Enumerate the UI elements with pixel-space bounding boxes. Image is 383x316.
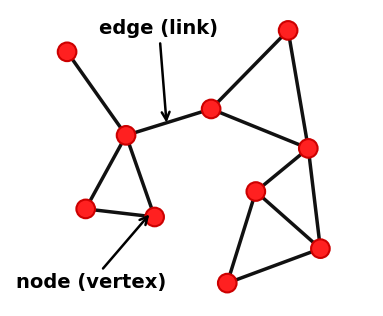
Text: node (vertex): node (vertex) (16, 216, 166, 292)
Circle shape (145, 208, 164, 226)
Circle shape (299, 139, 318, 158)
Circle shape (58, 43, 76, 61)
Circle shape (218, 274, 237, 292)
Circle shape (279, 21, 298, 40)
Circle shape (247, 182, 265, 201)
Circle shape (117, 126, 135, 145)
Text: edge (link): edge (link) (100, 19, 218, 120)
Circle shape (202, 100, 221, 118)
Circle shape (311, 239, 330, 258)
Circle shape (76, 200, 95, 218)
